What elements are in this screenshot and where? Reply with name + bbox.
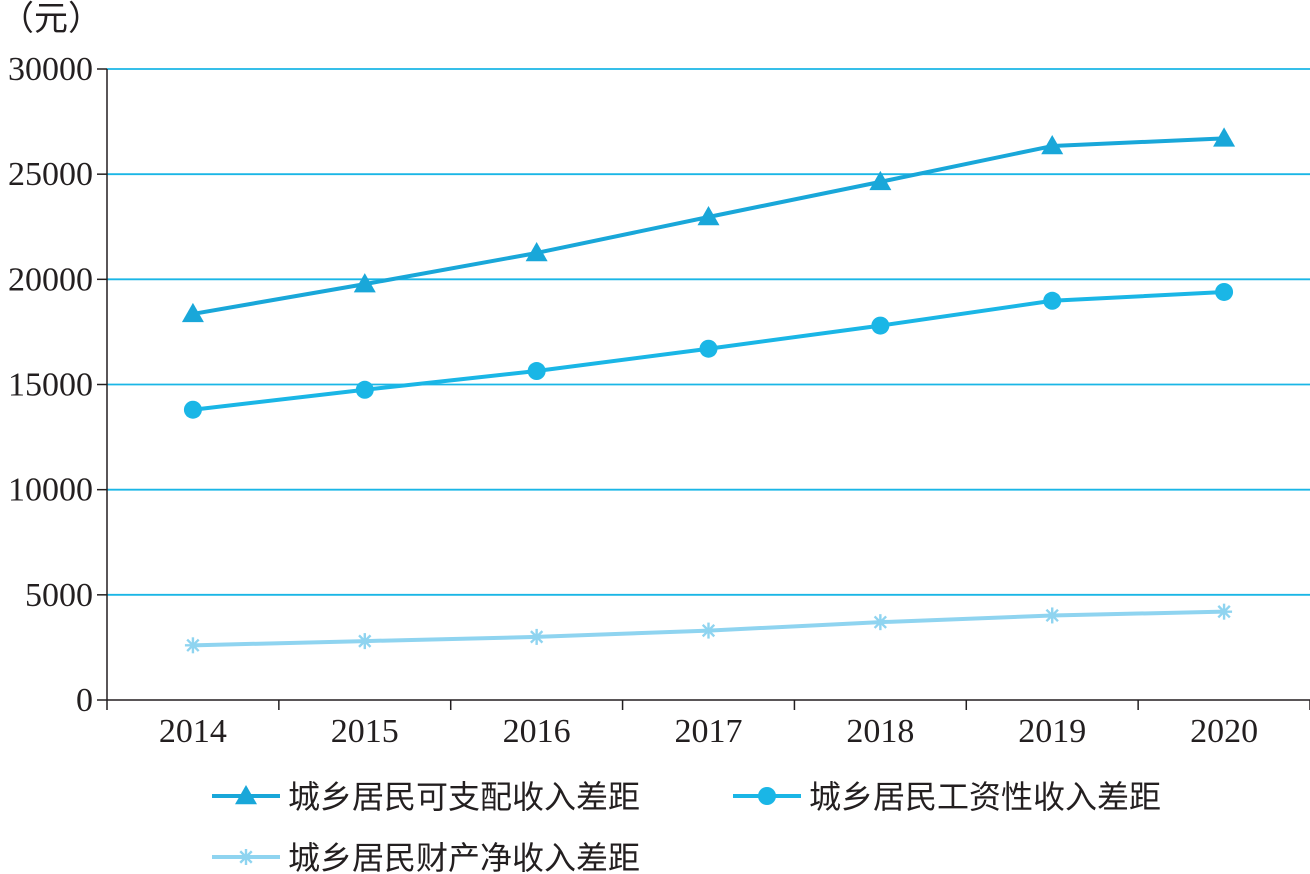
legend-label: 城乡居民工资性收入差距 (809, 778, 1161, 816)
data-point (356, 633, 373, 650)
legend-item: 城乡居民工资性收入差距 (733, 778, 1161, 816)
legend-label: 城乡居民财产净收入差距 (288, 839, 640, 874)
y-axis-unit-label: （元） (0, 0, 102, 38)
series-line (192, 136, 1225, 316)
data-point (183, 400, 202, 419)
x-tick-label: 2017 (675, 713, 743, 750)
data-point (871, 316, 890, 335)
x-tick-label: 2015 (331, 713, 399, 750)
data-point (699, 339, 718, 358)
data-point (181, 302, 204, 323)
y-tick-label: 10000 (8, 472, 93, 509)
y-tick-label: 5000 (25, 577, 93, 614)
y-tick-label: 20000 (8, 261, 93, 298)
series-triangle (181, 127, 1236, 323)
gridlines (107, 68, 1310, 596)
legend-item: 城乡居民财产净收入差距 (212, 839, 640, 874)
data-point (1215, 282, 1234, 301)
data-point (697, 205, 720, 226)
data-point (184, 637, 201, 654)
series-circle (183, 282, 1234, 419)
x-tick-label: 2020 (1190, 713, 1258, 750)
y-tick-label: 15000 (8, 367, 93, 404)
legend-swatch-marker (238, 849, 254, 865)
data-point (527, 362, 546, 381)
x-tick-label: 2016 (503, 713, 571, 750)
data-point (1041, 135, 1064, 155)
data-point (528, 628, 545, 645)
legend-swatch-marker (758, 787, 776, 805)
data-point (1043, 291, 1062, 310)
legend-item: 城乡居民可支配收入差距 (212, 778, 640, 816)
series-lines (181, 127, 1236, 654)
data-point (525, 241, 548, 262)
data-point (353, 273, 376, 293)
axes (97, 68, 1310, 710)
data-point (872, 614, 889, 631)
legend-label: 城乡居民可支配收入差距 (288, 778, 640, 816)
x-tick-label: 2018 (846, 713, 914, 750)
data-point (355, 380, 374, 399)
legend-swatch-marker (235, 785, 257, 805)
y-tick-label: 25000 (8, 156, 93, 193)
x-tick-label: 2019 (1018, 713, 1086, 750)
y-tick-label: 0 (76, 682, 93, 719)
data-point (869, 170, 892, 191)
data-point (1213, 127, 1236, 147)
y-tick-label: 30000 (8, 51, 93, 88)
series-asterisk (184, 603, 1233, 654)
x-axis-tick-labels: 2014 2015 2016 2017 2018 2019 2020 (159, 713, 1258, 750)
data-point (1044, 607, 1061, 624)
data-point (700, 622, 717, 639)
x-tick-label: 2014 (159, 713, 227, 750)
data-point (1216, 603, 1233, 620)
y-axis-tick-labels: 0 5000 10000 15000 20000 25000 30000 (8, 51, 93, 719)
